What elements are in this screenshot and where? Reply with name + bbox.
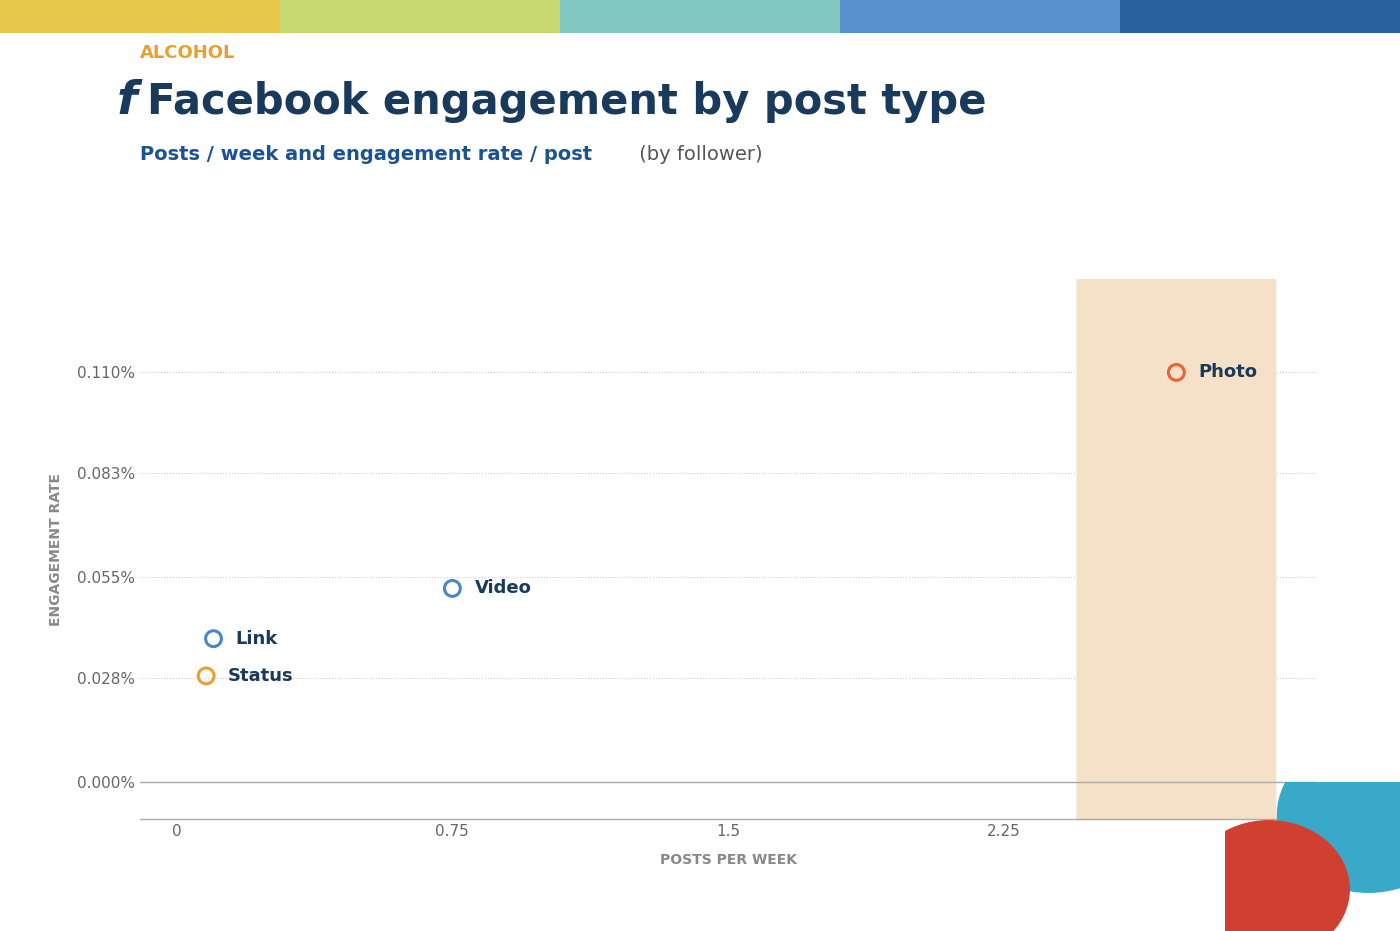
Text: (by follower): (by follower) bbox=[633, 145, 763, 164]
Point bbox=[1165, 365, 1187, 380]
Text: Link: Link bbox=[235, 629, 277, 648]
Circle shape bbox=[1077, 0, 1275, 931]
Bar bbox=[560, 0, 840, 33]
Text: f: f bbox=[116, 78, 137, 124]
Bar bbox=[280, 0, 560, 33]
Bar bbox=[1120, 0, 1400, 33]
Circle shape bbox=[1277, 737, 1400, 892]
Text: Facebook engagement by post type: Facebook engagement by post type bbox=[147, 81, 987, 123]
Text: Posts / week and engagement rate / post: Posts / week and engagement rate / post bbox=[140, 145, 592, 164]
Text: Rival: Rival bbox=[1215, 861, 1264, 879]
Text: Photo: Photo bbox=[1198, 363, 1257, 382]
Bar bbox=[840, 0, 1120, 33]
Text: ALCOHOL: ALCOHOL bbox=[140, 44, 235, 61]
Text: IQ: IQ bbox=[1229, 889, 1250, 908]
Circle shape bbox=[1189, 821, 1350, 931]
X-axis label: POSTS PER WEEK: POSTS PER WEEK bbox=[659, 853, 797, 867]
Point bbox=[202, 631, 224, 646]
Bar bbox=[0, 0, 280, 33]
Point bbox=[195, 668, 217, 683]
Text: Video: Video bbox=[475, 579, 531, 598]
Text: Status: Status bbox=[228, 667, 294, 685]
Point bbox=[441, 581, 463, 596]
Y-axis label: ENGAGEMENT RATE: ENGAGEMENT RATE bbox=[49, 473, 63, 626]
